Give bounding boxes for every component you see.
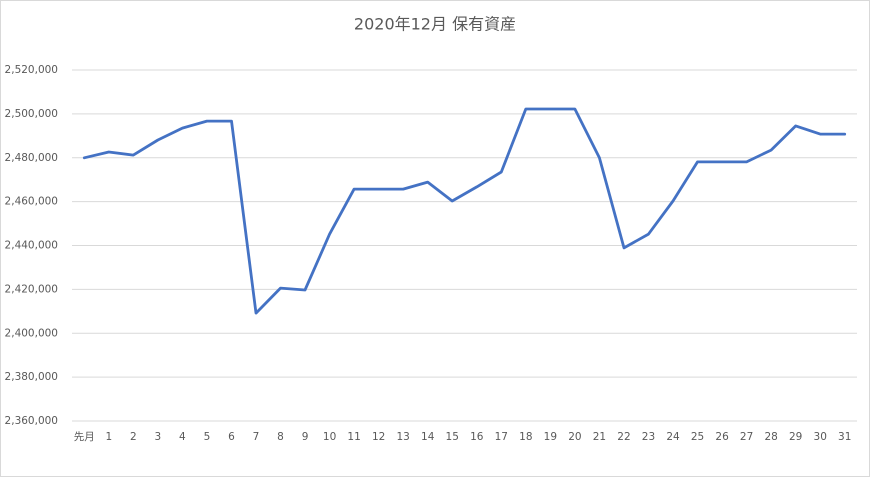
y-tick-label: 2,520,000 <box>5 64 58 76</box>
y-tick-label: 2,380,000 <box>5 371 58 383</box>
x-tick-label: 9 <box>302 431 309 443</box>
x-tick-label: 30 <box>814 431 827 443</box>
x-tick-label: 2 <box>130 431 137 443</box>
x-tick-label: 24 <box>666 431 680 443</box>
x-tick-label: 13 <box>396 431 409 443</box>
x-tick-label: 31 <box>838 431 851 443</box>
x-tick-label: 4 <box>179 431 186 443</box>
data-line <box>82 107 847 315</box>
x-tick-label: 18 <box>519 431 532 443</box>
x-tick-label: 14 <box>421 431 435 443</box>
x-tick-label: 11 <box>347 431 360 443</box>
x-tick-label: 16 <box>470 431 484 443</box>
x-tick-label: 1 <box>105 431 112 443</box>
x-tick-label: 19 <box>544 431 557 443</box>
x-tick-label: 12 <box>372 431 385 443</box>
x-tick-label: 27 <box>740 431 753 443</box>
x-tick-label: 7 <box>253 431 260 443</box>
x-tick-label: 26 <box>715 431 729 443</box>
x-tick-label: 17 <box>495 431 508 443</box>
y-tick-label: 2,400,000 <box>5 327 58 339</box>
x-tick-label: 21 <box>593 431 606 443</box>
x-tick-label: 8 <box>277 431 284 443</box>
x-tick-label: 15 <box>446 431 459 443</box>
x-tick-label: 28 <box>764 431 777 443</box>
chart-title: 2020年12月 保有資産 <box>354 15 516 34</box>
x-tick-label: 6 <box>228 431 235 443</box>
y-tick-label: 2,460,000 <box>5 196 58 208</box>
x-tick-label: 25 <box>691 431 704 443</box>
x-tick-label: 先月 <box>74 431 95 443</box>
y-tick-label: 2,440,000 <box>5 240 58 252</box>
x-tick-label: 10 <box>323 431 336 443</box>
y-tick-label: 2,500,000 <box>5 108 58 120</box>
x-tick-label: 22 <box>617 431 630 443</box>
y-tick-label: 2,480,000 <box>5 152 58 164</box>
x-tick-label: 23 <box>642 431 655 443</box>
x-tick-label: 5 <box>204 431 211 443</box>
x-tick-label: 3 <box>155 431 162 443</box>
y-tick-label: 2,420,000 <box>5 283 58 295</box>
x-tick-label: 29 <box>789 431 802 443</box>
y-tick-label: 2,360,000 <box>5 415 58 427</box>
x-tick-label: 20 <box>568 431 581 443</box>
